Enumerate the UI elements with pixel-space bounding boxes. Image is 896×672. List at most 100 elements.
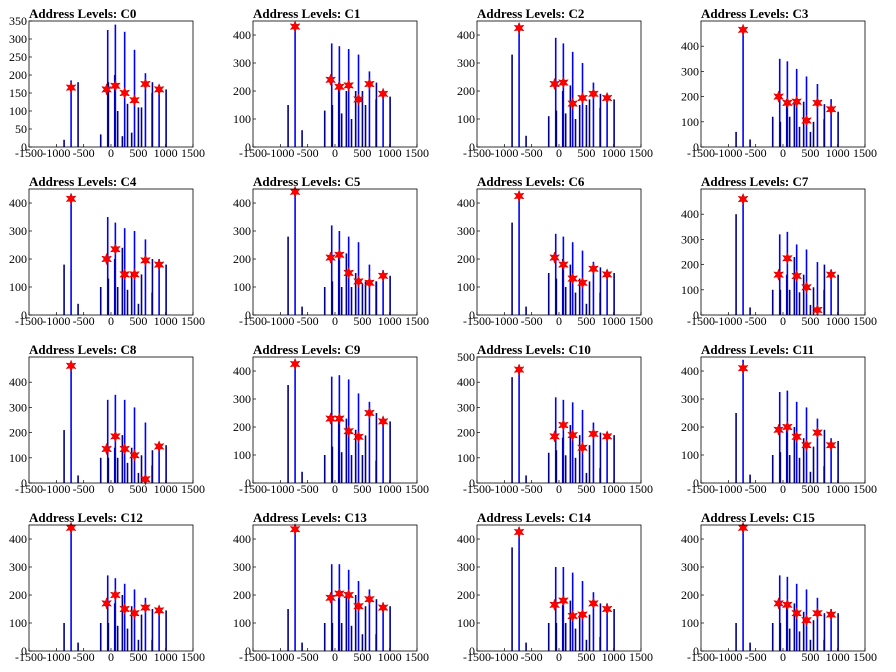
marker-star: [773, 268, 785, 281]
bar: [830, 99, 832, 147]
bar: [375, 413, 378, 483]
bar: [823, 289, 825, 315]
marker-star: [353, 599, 364, 613]
x-tick-label: -1000: [266, 650, 294, 664]
bar: [99, 457, 102, 483]
chart-panel: Address Levels: C2 -1500 -1000 -500 0 500 1000…: [448, 0, 672, 168]
bar: [788, 628, 791, 651]
bar: [323, 110, 326, 147]
bar: [547, 116, 550, 147]
marker-star: [791, 269, 803, 283]
marker-star: [781, 598, 793, 612]
y-tick-label: 200: [457, 252, 475, 266]
bar: [301, 306, 303, 315]
x-tick-label: -1000: [266, 482, 294, 496]
chart-panel: Address Levels: C1 -1500 -1000 -500 0 500 1000…: [224, 0, 448, 168]
bar: [823, 466, 825, 483]
marker-star: [333, 587, 345, 600]
bar: [123, 583, 126, 651]
marker-star: [343, 79, 355, 92]
plot-frame: [700, 188, 866, 316]
y-tick-label: 400: [9, 532, 27, 546]
bar: [151, 93, 153, 147]
y-tick-label: 0: [245, 140, 251, 154]
bar: [554, 233, 557, 315]
bar: [323, 623, 326, 651]
bar: [809, 471, 812, 483]
x-tick-label: 1500: [629, 314, 653, 328]
bar: [798, 292, 801, 315]
marker-star: [825, 438, 837, 452]
chart-panel: Address Levels: C9 -1500 -1000 -500 0 500 1000…: [224, 336, 448, 504]
bar: [361, 284, 364, 315]
x-tick-label: -1000: [490, 314, 518, 328]
bar: [340, 287, 343, 315]
y-tick-label: 400: [681, 207, 699, 221]
marker-star: [577, 91, 588, 105]
x-tick-label: 0: [780, 482, 786, 496]
x-tick-label: -1500: [463, 314, 491, 328]
bar: [133, 407, 136, 483]
bar: [323, 455, 326, 483]
chart-panel: Address Levels: C6 -1500 -1000 -500 0 500 1000…: [448, 168, 672, 336]
bar: [802, 274, 805, 315]
bar: [133, 589, 136, 651]
x-tick-label: -500: [745, 482, 767, 496]
bar: [802, 438, 805, 483]
x-tick-label: -1500: [239, 650, 267, 664]
y-tick-label: 350: [9, 14, 27, 28]
bar: [742, 359, 744, 483]
x-tick-label: 1500: [405, 314, 429, 328]
y-tick-label: 300: [681, 64, 699, 78]
bar: [345, 253, 348, 315]
bar: [389, 421, 391, 483]
bar: [547, 452, 550, 483]
plot-frame: [476, 188, 642, 316]
y-tick-label: 200: [457, 588, 475, 602]
bar: [511, 54, 513, 147]
x-tick-label: -500: [73, 482, 95, 496]
bar: [606, 93, 608, 147]
marker-star: [139, 601, 151, 614]
bar: [364, 435, 367, 483]
x-tick-label: 500: [129, 314, 147, 328]
marker-star: [791, 606, 803, 620]
x-tick-label: -1500: [15, 314, 43, 328]
y-tick-label: 400: [457, 375, 475, 389]
y-tick-label: 0: [245, 476, 251, 490]
bar: [771, 289, 774, 315]
marker-star: [781, 252, 793, 265]
plot-frame: [252, 524, 418, 652]
bar: [77, 82, 79, 147]
bar: [599, 603, 602, 651]
bar: [569, 85, 572, 147]
bar: [165, 264, 167, 315]
bar: [126, 628, 129, 651]
x-tick-label: 1000: [602, 650, 626, 664]
x-tick-label: -500: [745, 650, 767, 664]
marker-star: [101, 252, 113, 266]
x-tick-label: -1500: [239, 146, 267, 160]
y-tick-label: 0: [693, 644, 699, 658]
bar: [511, 377, 513, 483]
plot-frame: [476, 524, 642, 652]
bar: [588, 445, 591, 483]
bar: [511, 547, 513, 651]
bar: [592, 422, 595, 483]
bar: [368, 264, 371, 315]
x-tick-label: -1000: [42, 146, 70, 160]
marker-star: [567, 272, 579, 285]
marker-star: [129, 606, 140, 620]
bar: [99, 134, 102, 147]
x-tick-label: -1500: [15, 146, 43, 160]
bar: [137, 472, 140, 483]
x-tick-label: 1500: [853, 146, 877, 160]
bar: [301, 471, 303, 483]
bar: [735, 131, 737, 147]
marker-star: [801, 613, 812, 627]
bar: [70, 80, 72, 147]
marker-star: [325, 591, 337, 605]
chart-title: Address Levels: C7: [701, 174, 809, 189]
y-tick-label: 300: [233, 392, 251, 406]
x-tick-label: 0: [108, 314, 114, 328]
